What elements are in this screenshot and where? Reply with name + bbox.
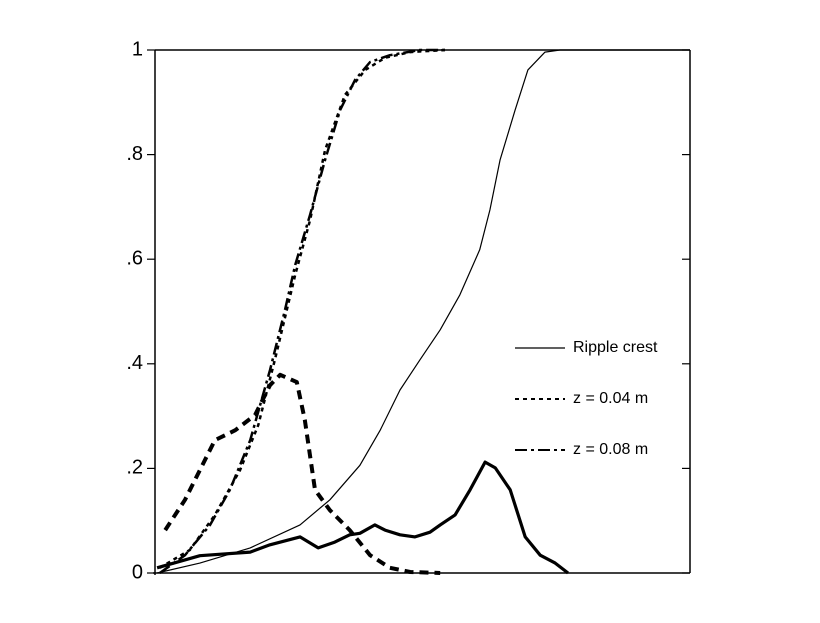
data-line [163,372,441,575]
y-tick-label: .6 [126,247,143,269]
y-tick-label: .4 [126,352,143,374]
y-tick-label: .2 [126,457,143,479]
y-tick-label: 1 [132,38,143,60]
legend-label: Ripple crest [573,339,658,356]
legend-label: z = 0.04 m [573,390,648,407]
data-line [159,48,445,575]
data-line [156,49,690,574]
y-tick-label: .8 [126,143,143,165]
data-line [159,48,446,569]
data-line [156,460,569,575]
legend-label: z = 0.08 m [573,441,648,458]
y-tick-label: 0 [132,561,143,583]
